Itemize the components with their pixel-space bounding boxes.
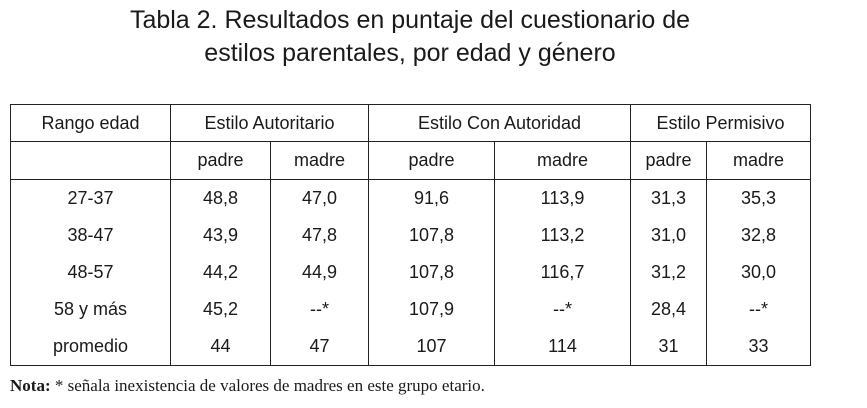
table-cell: 48,8 [170,179,271,217]
table-cell: 116,7 [493,254,632,291]
table-note: Nota: * señala inexistencia de valores d… [10,376,485,396]
caption-line-1: Tabla 2. Resultados en puntaje del cuest… [0,4,820,37]
note-text: * señala inexistencia de valores de madr… [50,376,485,395]
row-range: promedio [10,328,171,366]
table-cell: 44,2 [170,254,271,291]
sub-header-madre: madre [493,141,632,180]
table-cell: 35,3 [706,179,812,217]
table-cell: 91,6 [368,179,495,217]
sub-header-padre: padre [368,141,495,180]
table-cell: 28,4 [630,291,708,328]
table-cell: 107 [368,328,495,366]
table-cell: 44 [170,328,271,366]
table-cell: 114 [493,328,632,366]
header-estilo-autoritario: Estilo Autoritario [170,104,369,142]
table-cell: 33 [706,328,812,366]
table-cell: 107,9 [368,291,495,328]
table-cell: 31,0 [630,217,708,254]
sub-header-empty [10,141,171,180]
header-estilo-con-autoridad: Estilo Con Autoridad [367,104,632,142]
table-cell: 31,2 [630,254,708,291]
table-row: 58 y más 45,2 --* 107,9 --* 28,4 --* [10,291,812,328]
sub-header-padre: padre [630,141,708,180]
table-cell: 31 [630,328,708,366]
sub-header-row: padre madre padre madre padre madre [10,141,812,180]
table-cell: 31,3 [630,179,708,217]
caption-label: Tabla 2. [129,6,218,34]
table-cell: 113,9 [493,179,632,217]
table-cell: 47,0 [270,179,369,217]
header-rango-edad: Rango edad [10,104,171,142]
group-header-row: Rango edad Estilo Autoritario Estilo Con… [10,104,812,142]
table-cell: 30,0 [706,254,812,291]
table-cell: 113,2 [493,217,632,254]
row-range: 48-57 [10,254,171,291]
sub-header-madre: madre [706,141,812,180]
row-range: 58 y más [10,291,171,328]
table-cell: 44,9 [270,254,369,291]
table-cell: --* [493,291,632,328]
sub-header-padre: padre [170,141,271,180]
caption-line-2: estilos parentales, por edad y género [204,39,616,67]
table-cell: --* [706,291,812,328]
sub-header-madre: madre [270,141,369,180]
table-row: 48-57 44,2 44,9 107,8 116,7 31,2 30,0 [10,254,812,291]
table-row: promedio 44 47 107 114 31 33 [10,328,812,366]
table-row: 27-37 48,8 47,0 91,6 113,9 31,3 35,3 [10,179,812,217]
row-range: 38-47 [10,217,171,254]
row-range: 27-37 [10,179,171,217]
caption-title-part-1: Resultados en puntaje del cuestionario d… [217,6,691,34]
table-cell: 45,2 [170,291,271,328]
table-cell: 47,8 [270,217,369,254]
table-caption: Tabla 2. Resultados en puntaje del cuest… [0,4,820,70]
table-cell: 43,9 [170,217,271,254]
table-row: 38-47 43,9 47,8 107,8 113,2 31,0 32,8 [10,217,812,254]
results-table: Rango edad Estilo Autoritario Estilo Con… [10,104,812,366]
table-cell: 47 [270,328,369,366]
table-cell: 32,8 [706,217,812,254]
table-cell: 107,8 [368,217,495,254]
table-cell: --* [270,291,369,328]
note-label: Nota: [10,376,51,395]
header-estilo-permisivo: Estilo Permisivo [630,104,812,142]
table-cell: 107,8 [368,254,495,291]
